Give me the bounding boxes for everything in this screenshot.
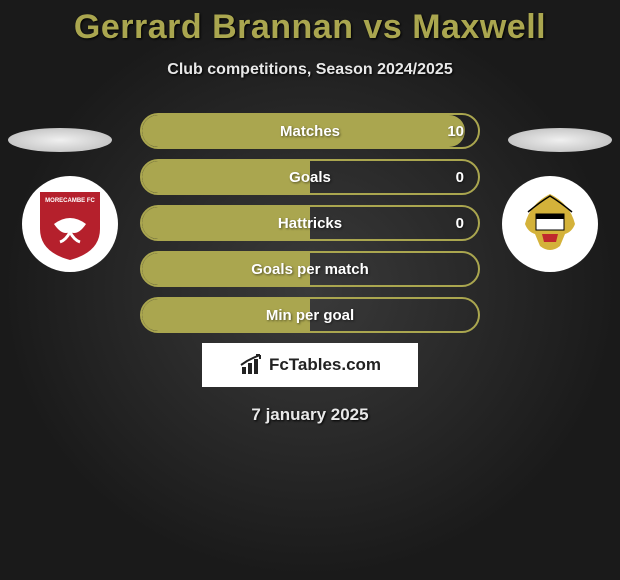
stat-row-goals-per-match: Goals per match <box>140 251 480 287</box>
stat-row-min-per-goal: Min per goal <box>140 297 480 333</box>
svg-text:MORECAMBE FC: MORECAMBE FC <box>45 198 95 204</box>
doncaster-logo-icon <box>510 184 590 264</box>
stat-label: Matches <box>280 123 340 140</box>
stat-value: 10 <box>447 123 464 140</box>
stat-label: Goals <box>289 169 331 186</box>
stat-fill <box>142 161 310 193</box>
morecambe-logo-icon: MORECAMBE FC <box>30 184 110 264</box>
chart-icon <box>239 353 267 377</box>
date-text: 7 january 2025 <box>0 405 620 425</box>
page-title: Gerrard Brannan vs Maxwell <box>0 0 620 47</box>
stat-label: Min per goal <box>266 307 354 324</box>
player-left-club-logo: MORECAMBE FC <box>22 176 118 272</box>
stat-label: Hattricks <box>278 215 342 232</box>
stat-value: 0 <box>456 169 464 186</box>
player-left-photo <box>8 128 112 152</box>
stat-row-hattricks: Hattricks 0 <box>140 205 480 241</box>
stat-row-goals: Goals 0 <box>140 159 480 195</box>
subtitle: Club competitions, Season 2024/2025 <box>0 61 620 79</box>
brand-badge: FcTables.com <box>202 343 418 387</box>
stats-container: Matches 10 Goals 0 Hattricks 0 Goals per… <box>140 113 480 333</box>
brand-text: FcTables.com <box>269 355 381 375</box>
stat-label: Goals per match <box>251 261 369 278</box>
player-right-club-logo <box>502 176 598 272</box>
stat-value: 0 <box>456 215 464 232</box>
stat-row-matches: Matches 10 <box>140 113 480 149</box>
player-right-photo <box>508 128 612 152</box>
